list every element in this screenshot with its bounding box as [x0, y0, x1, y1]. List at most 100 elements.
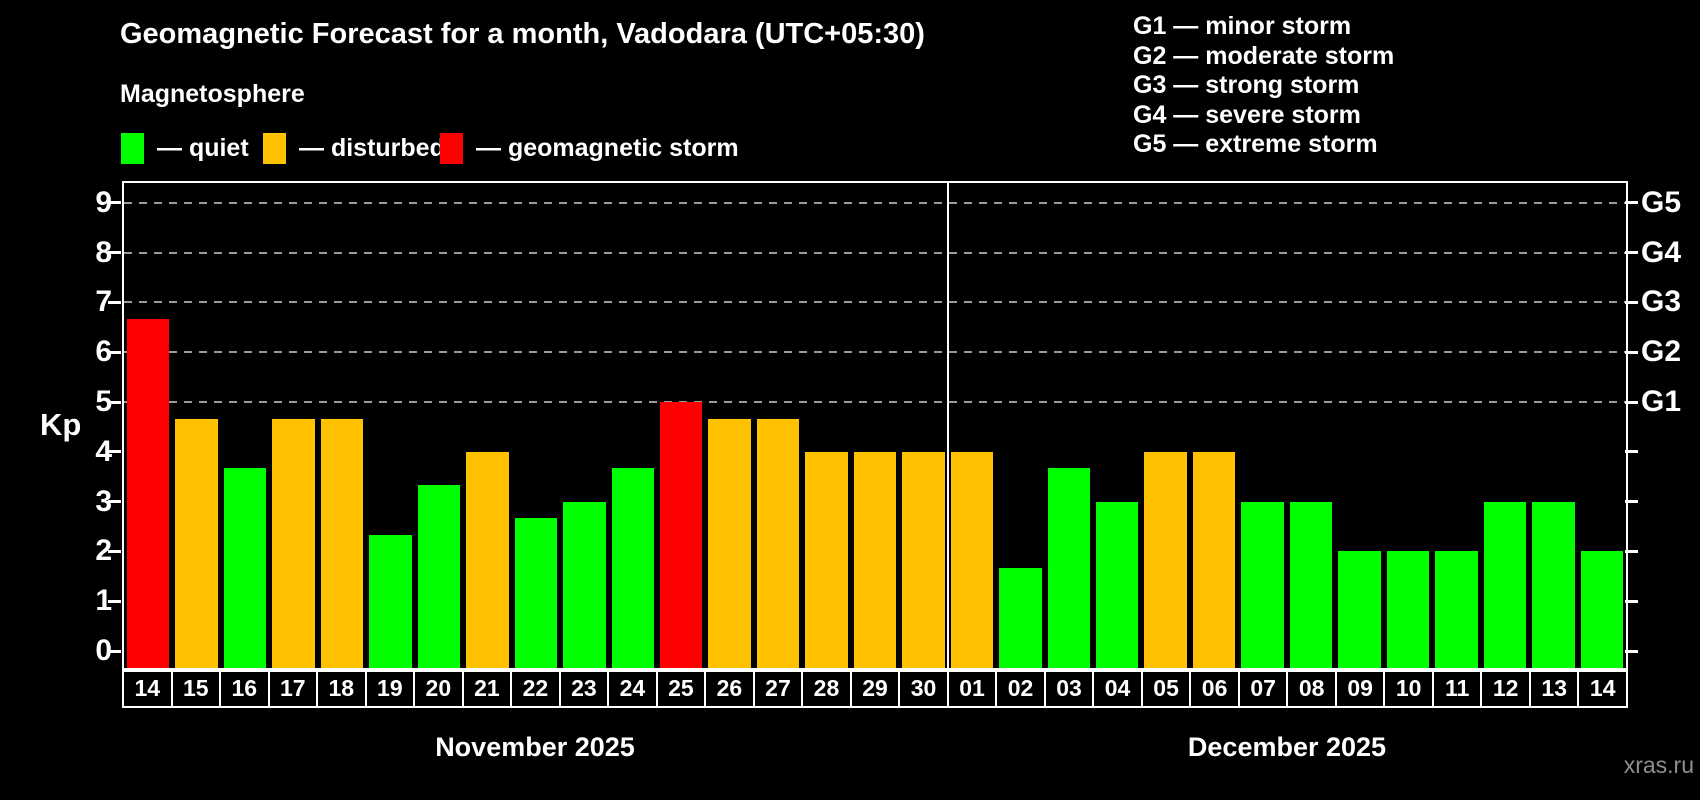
bar-day-16-quiet [223, 468, 267, 668]
gridline-kp9 [124, 201, 1626, 204]
day-label-row: 14 15 16 17 18 19 20 21 22 23 24 25 26 27 28 29 30 01 02 03… [122, 670, 1628, 708]
storm-color-swatch [440, 133, 463, 164]
day-label-cell: 04 [1094, 672, 1143, 706]
day-label-cell: 11 [1434, 672, 1483, 706]
day-label-cell: 15 [173, 672, 222, 706]
month-label-november: November 2025 [435, 732, 635, 762]
chart-title: Geomagnetic Forecast for a month, Vadoda… [120, 18, 925, 50]
day-label-cell: 13 [1531, 672, 1580, 706]
y-axis-tick-label-9: 9 [95, 185, 112, 219]
bar-day-07-quiet [1241, 501, 1284, 668]
plot-area [108, 181, 1638, 670]
bar-day-11-quiet [1435, 551, 1478, 668]
bar-day-20-quiet [417, 485, 461, 668]
legend-label-disturbed: — disturbed [299, 134, 445, 162]
bar-day-26-disturbed [708, 418, 751, 668]
bar-day-09-quiet [1338, 551, 1381, 668]
right-axis-label-g2: G2 [1641, 335, 1682, 369]
bar-day-01-disturbed [950, 451, 994, 668]
disturbed-color-swatch [263, 133, 286, 164]
bar-day-06-disturbed [1192, 451, 1236, 668]
day-label-cell: 25 [658, 672, 707, 706]
day-label-cell: 07 [1240, 672, 1289, 706]
right-axis-tick-kp0 [1625, 649, 1638, 653]
day-label-cell: 23 [561, 672, 610, 706]
legend-item-disturbed: — disturbed [263, 132, 445, 165]
legend-label-quiet: — quiet [157, 134, 249, 162]
bar-day-13-quiet [1532, 501, 1575, 668]
bar-day-19-quiet [369, 535, 412, 668]
bar-day-12-quiet [1483, 501, 1527, 668]
day-label-cell: 06 [1191, 672, 1240, 706]
g-legend-line-g3: G3 — strong storm [1133, 71, 1360, 99]
month-separator-line [946, 183, 949, 668]
day-label-cell: 02 [997, 672, 1046, 706]
day-label-cell: 14 [1589, 675, 1616, 701]
y-axis-tick-label-7: 7 [95, 285, 112, 319]
right-axis-label-g3: G3 [1641, 285, 1682, 319]
chart-subtitle: Magnetosphere [120, 80, 305, 108]
gridline-kp8 [124, 251, 1626, 254]
bar-day-14-quiet [1580, 551, 1623, 668]
right-axis-tick-kp3 [1625, 500, 1638, 504]
bar-day-27-disturbed [756, 418, 800, 668]
day-label-cell: 10 [1385, 672, 1434, 706]
bar-day-05-disturbed [1144, 451, 1187, 668]
g-scale-legend: G1 — minor storm G2 — moderate storm G3 … [1133, 12, 1394, 160]
left-axis-tick-kp2 [108, 549, 121, 553]
g-legend-line-g1: G1 — minor storm [1133, 12, 1352, 40]
day-label-cell: 20 [415, 672, 464, 706]
day-label-cell: 01 [949, 672, 998, 706]
left-axis-tick-kp3 [108, 500, 121, 504]
y-axis-tick-label-3: 3 [95, 484, 112, 518]
day-label-cell: 28 [803, 672, 852, 706]
bar-day-17-disturbed [272, 418, 315, 668]
bar-day-29-disturbed [853, 451, 897, 668]
left-axis-tick-kp6 [108, 350, 121, 354]
right-axis-tick-kp1 [1625, 599, 1638, 603]
right-axis-tick-kp9 [1625, 201, 1638, 205]
legend-item-storm: — geomagnetic storm [440, 132, 739, 165]
gridline-kp7 [124, 301, 1626, 304]
day-label-cell: 09 [1337, 672, 1386, 706]
day-label-cell: 21 [464, 672, 513, 706]
right-axis-tick-kp7 [1625, 300, 1638, 304]
day-label-cell: 22 [512, 672, 561, 706]
y-axis-tick-label-8: 8 [95, 235, 112, 269]
left-axis-tick-kp7 [108, 300, 121, 304]
left-axis-tick-kp4 [108, 450, 121, 454]
y-axis-tick-label-1: 1 [95, 584, 112, 618]
bar-day-02-quiet [999, 567, 1042, 668]
legend-label-storm: — geomagnetic storm [476, 134, 739, 162]
left-axis-tick-kp5 [108, 400, 121, 404]
bar-day-28-disturbed [805, 451, 848, 668]
bar-day-10-quiet [1386, 551, 1430, 668]
day-label-cell: 14 [124, 672, 173, 706]
bar-day-15-disturbed [175, 418, 218, 668]
quiet-color-swatch [121, 133, 144, 164]
g-legend-line-g2: G2 — moderate storm [1133, 41, 1395, 70]
g-legend-line-g4: G4 — severe storm [1133, 100, 1361, 129]
day-label-cell: 05 [1143, 672, 1192, 706]
day-label-cell: 30 [900, 672, 949, 706]
bar-day-18-disturbed [320, 418, 364, 668]
day-label-cell: 29 [852, 672, 901, 706]
right-axis-tick-kp2 [1625, 549, 1638, 553]
day-label-cell: 24 [609, 672, 658, 706]
left-axis-tick-kp9 [108, 201, 121, 205]
bar-day-04-quiet [1096, 501, 1139, 668]
day-label-cell: 26 [706, 672, 755, 706]
right-axis-tick-kp5 [1625, 400, 1638, 404]
day-label-cell: 03 [1046, 672, 1095, 706]
day-label-cell: 19 [367, 672, 416, 706]
bar-day-30-disturbed [902, 451, 945, 668]
bar-day-14-storm [127, 318, 170, 668]
day-label-cell: 17 [270, 672, 319, 706]
bar-day-21-disturbed [466, 451, 509, 668]
bar-day-03-quiet [1047, 468, 1091, 668]
left-axis-tick-kp8 [108, 251, 121, 255]
y-axis-title: Kp [40, 407, 82, 442]
right-axis-tick-kp4 [1625, 450, 1638, 454]
bar-day-22-quiet [514, 518, 558, 668]
bar-day-23-quiet [563, 501, 606, 668]
